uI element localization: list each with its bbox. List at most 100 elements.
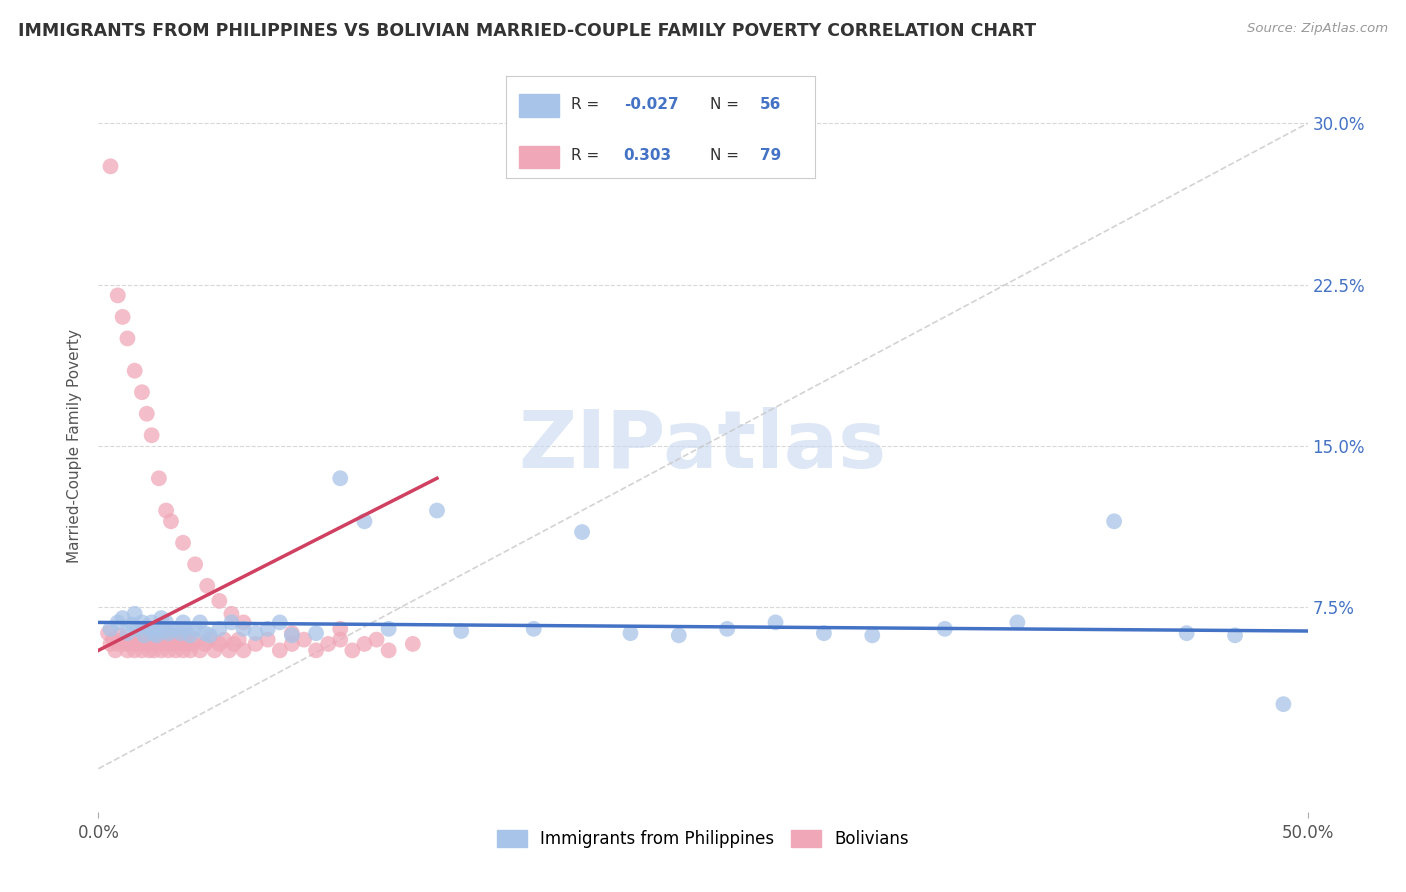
Point bbox=[208, 594, 231, 608]
Point bbox=[212, 632, 235, 647]
Point bbox=[97, 626, 120, 640]
Point bbox=[329, 632, 352, 647]
Text: 79: 79 bbox=[759, 148, 782, 163]
Point bbox=[281, 626, 304, 640]
Point bbox=[194, 637, 217, 651]
Point bbox=[114, 637, 136, 651]
Point bbox=[141, 637, 163, 651]
Point bbox=[172, 643, 194, 657]
Point bbox=[135, 620, 157, 634]
Point bbox=[245, 626, 267, 640]
Point bbox=[204, 643, 226, 657]
Text: Source: ZipAtlas.com: Source: ZipAtlas.com bbox=[1247, 22, 1388, 36]
Point bbox=[107, 615, 129, 630]
Point bbox=[143, 643, 166, 657]
Point bbox=[181, 637, 204, 651]
Point bbox=[138, 622, 160, 636]
Point bbox=[1223, 628, 1246, 642]
Point bbox=[104, 643, 127, 657]
Point bbox=[160, 637, 183, 651]
Point bbox=[668, 628, 690, 642]
Point bbox=[117, 331, 139, 345]
Text: R =: R = bbox=[571, 97, 605, 112]
Point bbox=[256, 622, 278, 636]
Point bbox=[155, 503, 177, 517]
Point bbox=[167, 637, 190, 651]
Bar bbox=[519, 95, 558, 117]
Point bbox=[150, 611, 173, 625]
Point bbox=[716, 622, 738, 636]
Point bbox=[157, 643, 180, 657]
Point bbox=[221, 615, 243, 630]
Point bbox=[100, 159, 122, 173]
Point bbox=[256, 632, 278, 647]
Text: ZIPatlas: ZIPatlas bbox=[519, 407, 887, 485]
Point bbox=[305, 643, 328, 657]
Point bbox=[232, 615, 254, 630]
Point bbox=[155, 628, 177, 642]
Text: N =: N = bbox=[710, 97, 744, 112]
Point bbox=[194, 626, 217, 640]
Point bbox=[165, 622, 187, 636]
Point bbox=[128, 628, 150, 642]
Point bbox=[765, 615, 787, 630]
Point bbox=[107, 637, 129, 651]
Point bbox=[160, 514, 183, 528]
Point bbox=[111, 632, 134, 647]
Point bbox=[292, 632, 315, 647]
Point bbox=[145, 637, 167, 651]
Point bbox=[934, 622, 956, 636]
Point bbox=[198, 628, 221, 642]
Point bbox=[245, 637, 267, 651]
Point bbox=[141, 428, 163, 442]
Point bbox=[107, 288, 129, 302]
Point bbox=[353, 514, 375, 528]
Point bbox=[813, 626, 835, 640]
Point bbox=[281, 628, 304, 642]
Point bbox=[118, 637, 141, 651]
Point bbox=[101, 632, 124, 647]
Point bbox=[184, 622, 207, 636]
Point bbox=[131, 643, 153, 657]
Text: -0.027: -0.027 bbox=[624, 97, 678, 112]
Point bbox=[1102, 514, 1125, 528]
Point bbox=[124, 364, 146, 378]
Point bbox=[134, 628, 156, 642]
Point bbox=[111, 611, 134, 625]
Text: R =: R = bbox=[571, 148, 605, 163]
Point bbox=[426, 503, 449, 517]
Point bbox=[121, 632, 143, 647]
Point bbox=[342, 643, 364, 657]
Point bbox=[143, 626, 166, 640]
Point bbox=[117, 626, 139, 640]
Point bbox=[222, 637, 245, 651]
Point bbox=[148, 632, 170, 647]
Point bbox=[124, 643, 146, 657]
Point bbox=[111, 310, 134, 324]
Point bbox=[269, 615, 291, 630]
Point bbox=[131, 385, 153, 400]
Point bbox=[269, 643, 291, 657]
Point bbox=[619, 626, 641, 640]
Point bbox=[169, 628, 191, 642]
Point bbox=[208, 637, 231, 651]
Point bbox=[155, 615, 177, 630]
Point bbox=[184, 558, 207, 572]
Text: 0.303: 0.303 bbox=[624, 148, 672, 163]
Point bbox=[208, 622, 231, 636]
Point bbox=[134, 637, 156, 651]
Point bbox=[305, 626, 328, 640]
Point bbox=[138, 643, 160, 657]
Legend: Immigrants from Philippines, Bolivians: Immigrants from Philippines, Bolivians bbox=[491, 823, 915, 855]
Point bbox=[174, 622, 197, 636]
Point bbox=[100, 637, 122, 651]
Point bbox=[160, 622, 183, 636]
Point bbox=[169, 626, 191, 640]
Point bbox=[135, 407, 157, 421]
Point bbox=[523, 622, 546, 636]
Point bbox=[177, 632, 200, 647]
Point bbox=[188, 615, 211, 630]
Point bbox=[377, 622, 399, 636]
Point bbox=[172, 615, 194, 630]
Point bbox=[148, 622, 170, 636]
